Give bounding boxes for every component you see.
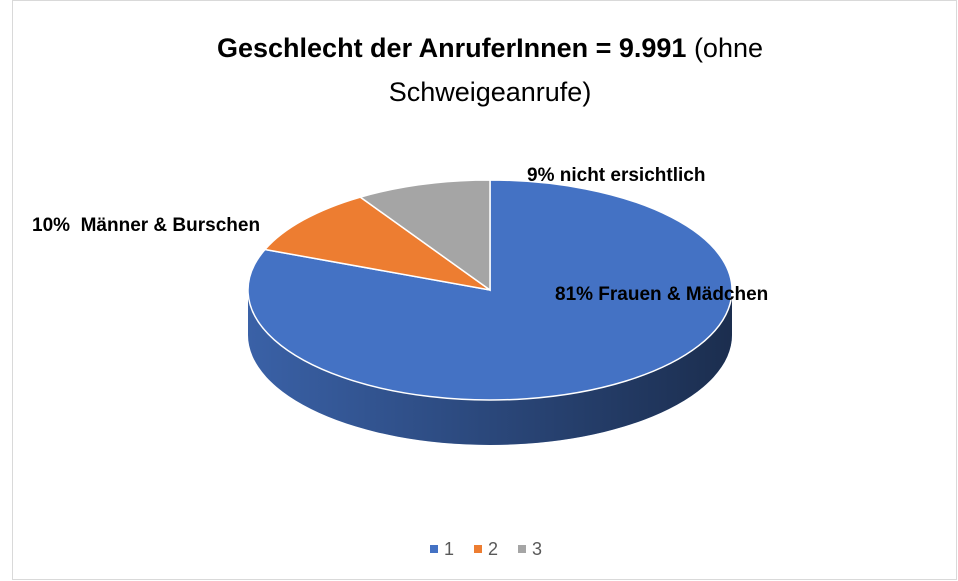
legend-swatch	[430, 545, 438, 553]
legend-label: 1	[444, 539, 454, 559]
chart-title-line: Geschlecht der AnruferInnen = 9.991 (ohn…	[217, 33, 763, 63]
slice	[247, 179, 733, 401]
pie	[247, 179, 733, 445]
chart-title: Geschlecht der AnruferInnen = 9.991	[217, 33, 686, 63]
legend-label: 3	[532, 539, 542, 559]
title-note: Schweigeanrufe)	[389, 77, 592, 107]
slice-side-shade	[248, 290, 732, 445]
legend-label: 2	[488, 539, 498, 559]
slice	[263, 196, 491, 291]
data-label: 9% nicht ersichtlich	[527, 165, 705, 186]
title-note: (ohne	[694, 33, 763, 63]
data-label: 10% Männer & Burschen	[32, 215, 260, 236]
slice	[358, 179, 491, 292]
legend-swatch	[474, 545, 482, 553]
data-label: 81% Frauen & Mädchen	[555, 284, 768, 305]
legend-swatch	[518, 545, 526, 553]
